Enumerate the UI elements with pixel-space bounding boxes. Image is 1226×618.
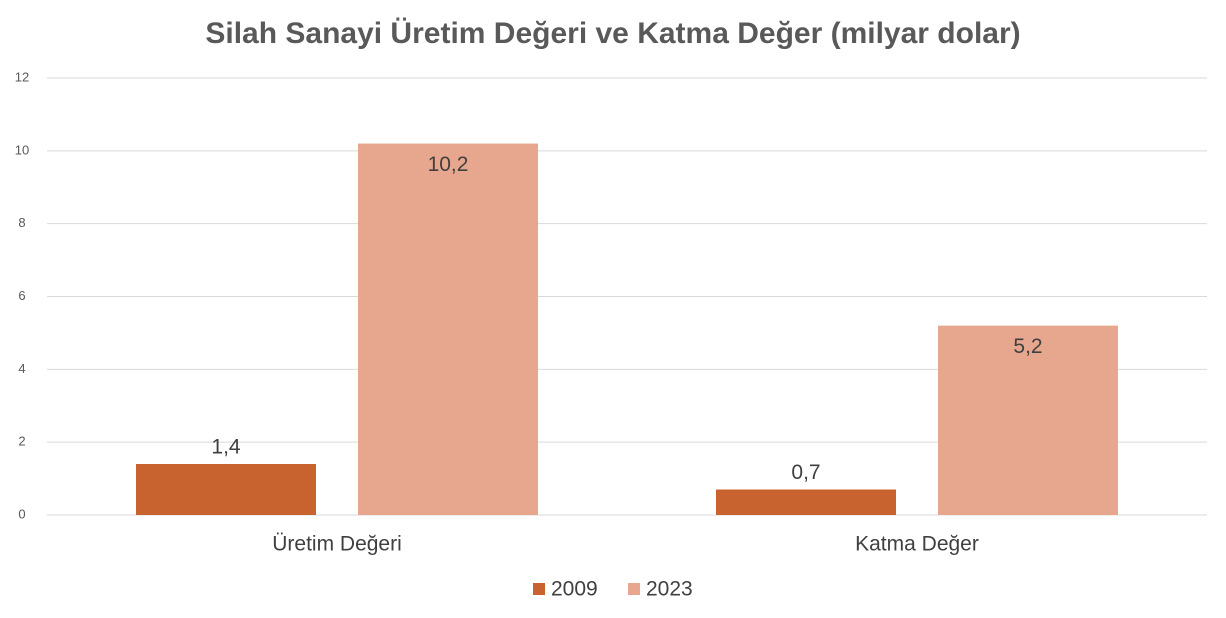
- bar: [938, 325, 1118, 515]
- x-tick-label: Katma Değer: [855, 533, 979, 556]
- chart-title: Silah Sanayi Üretim Değeri ve Katma Değe…: [205, 17, 1020, 50]
- y-tick-label: 8: [18, 215, 25, 230]
- y-tick-label: 10: [15, 142, 29, 157]
- legend-label: 2023: [646, 578, 693, 601]
- y-tick-label: 6: [18, 288, 25, 303]
- y-tick-label: 12: [15, 69, 29, 84]
- data-label: 1,4: [211, 436, 241, 459]
- y-tick-label: 0: [18, 506, 25, 521]
- y-tick-label: 4: [18, 361, 25, 376]
- bar: [358, 143, 538, 516]
- bar: [716, 489, 896, 515]
- y-tick-label: 2: [18, 434, 25, 449]
- legend-label: 2009: [551, 578, 598, 601]
- data-label: 0,7: [791, 461, 820, 484]
- bar: [136, 464, 316, 515]
- legend-swatch: [533, 583, 545, 595]
- legend-swatch: [628, 583, 640, 595]
- x-tick-label: Üretim Değeri: [272, 533, 402, 556]
- data-label: 10,2: [428, 153, 469, 176]
- data-label: 5,2: [1013, 335, 1042, 358]
